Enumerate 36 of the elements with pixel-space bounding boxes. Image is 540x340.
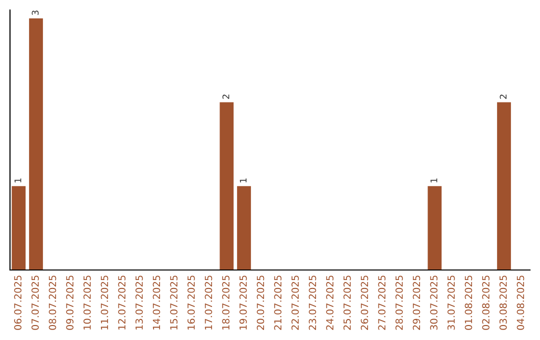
- data-label: 3: [32, 10, 39, 15]
- x-tick-label: 09.07.2025: [66, 276, 74, 330]
- data-label: 1: [430, 178, 438, 182]
- x-tick-label: 08.07.2025: [48, 276, 56, 330]
- x-tick-label: 01.08.2025: [464, 276, 472, 330]
- x-tick-label: 03.08.2025: [499, 276, 507, 330]
- x-tick-label: 18.07.2025: [222, 276, 230, 330]
- data-label: 2: [222, 94, 230, 99]
- x-tick-label: 19.07.2025: [239, 276, 247, 330]
- x-tick-label: 10.07.2025: [83, 276, 91, 330]
- x-tick-label: 21.07.2025: [274, 276, 282, 330]
- x-tick-label: 27.07.2025: [378, 276, 386, 330]
- x-tick-label: 11.07.2025: [100, 276, 108, 330]
- x-tick-label: 23.07.2025: [308, 276, 316, 330]
- x-tick-label: 25.07.2025: [343, 276, 351, 330]
- x-tick-label: 20.07.2025: [256, 276, 264, 330]
- data-label: 2: [500, 94, 506, 99]
- x-tick-label: 26.07.2025: [360, 276, 368, 330]
- x-tick-label: 28.07.2025: [395, 276, 403, 330]
- data-label: 1: [14, 178, 22, 182]
- x-tick-label: 13.07.2025: [135, 276, 143, 330]
- x-tick-label: 14.07.2025: [152, 276, 160, 330]
- x-tick-label: 22.07.2025: [291, 276, 299, 330]
- x-tick-label: 04.08.2025: [516, 276, 524, 330]
- x-tick-label: 15.07.2025: [170, 276, 178, 330]
- x-tick-label: 16.07.2025: [187, 276, 195, 330]
- x-tick-label: 31.07.2025: [447, 276, 455, 330]
- x-tick-label: 30.07.2025: [430, 276, 438, 330]
- x-tick-label: 17.07.2025: [204, 276, 212, 330]
- x-tick-label: 24.07.2025: [326, 276, 334, 330]
- data-label: 1: [240, 178, 246, 182]
- x-tick-label: 07.07.2025: [31, 276, 39, 330]
- x-tick-label: 29.07.2025: [412, 276, 420, 330]
- x-tick-label: 12.07.2025: [118, 276, 126, 330]
- x-tick-label: 02.08.2025: [482, 276, 490, 330]
- x-tick-label: 06.07.2025: [14, 276, 22, 330]
